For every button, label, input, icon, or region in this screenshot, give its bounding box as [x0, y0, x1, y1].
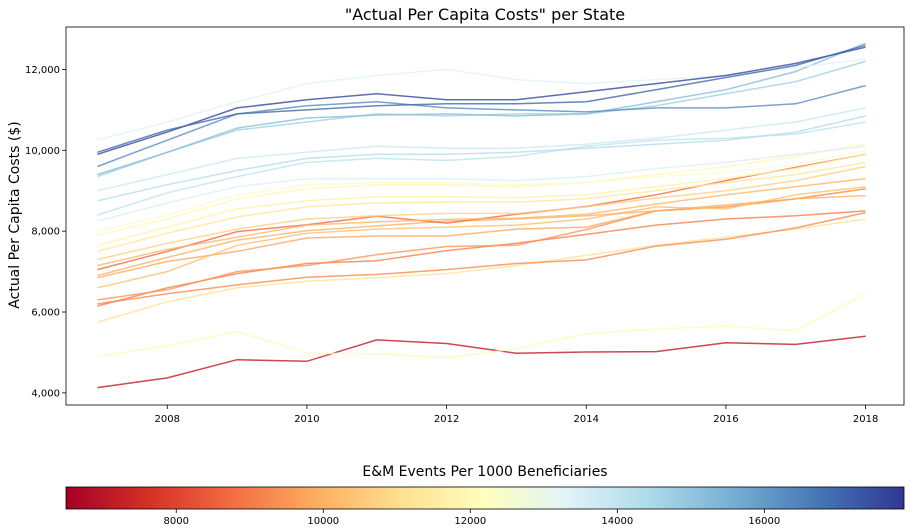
y-tick-label: 8,000 [31, 227, 60, 238]
series-line-14 [97, 143, 866, 236]
colorbar-tick-label: 16000 [748, 516, 780, 527]
y-axis-label: Actual Per Capita Costs ($) [7, 121, 23, 308]
series-line-25 [97, 44, 866, 154]
series-line-19 [97, 107, 866, 192]
colorbar-tick-label: 14000 [601, 516, 633, 527]
series-line-21 [97, 42, 866, 176]
colorbar-ticks: 8000 10000 12000 14000 16000 [164, 509, 780, 527]
x-tick-label: 2008 [155, 414, 180, 425]
y-tick-label: 12,000 [25, 65, 60, 76]
x-tick-label: 2014 [574, 414, 599, 425]
series-line-16 [97, 145, 866, 222]
series-line-11 [97, 165, 866, 261]
x-tick-label: 2016 [713, 414, 738, 425]
plot-area-frame [65, 26, 905, 406]
colorbar-title: E&M Events Per 1000 Beneficiaries [362, 464, 607, 480]
series-line-4 [97, 210, 866, 307]
series-line-10 [97, 177, 866, 267]
series-line-15 [97, 149, 866, 232]
y-tick-label: 4,000 [31, 388, 60, 399]
x-tick-label: 2018 [853, 414, 878, 425]
x-tick-label: 2012 [434, 414, 459, 425]
series-line-9 [97, 153, 866, 271]
colorbar-tick-label: 8000 [164, 516, 189, 527]
colorbar-tick-label: 12000 [454, 516, 486, 527]
series-line-18 [97, 115, 866, 202]
x-tick-label: 2010 [294, 414, 319, 425]
series-line-3 [97, 211, 866, 305]
series-line-17 [97, 121, 866, 216]
series-line-1 [97, 293, 866, 359]
series-line-24 [97, 46, 866, 156]
series-line-7 [97, 185, 866, 289]
series-line-8 [97, 194, 866, 277]
series-line-13 [97, 153, 866, 247]
colorbar-tick-label: 10000 [307, 516, 339, 527]
series-line-6 [97, 187, 866, 279]
series-line-2 [97, 218, 866, 323]
series-lines [97, 42, 866, 389]
series-line-0 [97, 335, 866, 389]
y-tick-label: 10,000 [25, 146, 60, 157]
chart-title: "Actual Per Capita Costs" per State [345, 5, 625, 24]
colorbar [65, 486, 905, 510]
x-axis-ticks: 2008 2010 2012 2014 2016 2018 [155, 405, 878, 425]
series-line-23 [97, 84, 866, 168]
series-line-12 [97, 161, 866, 253]
y-tick-label: 6,000 [31, 308, 60, 319]
y-axis-ticks: 4,000 6,000 8,000 10,000 12,000 [25, 65, 66, 399]
